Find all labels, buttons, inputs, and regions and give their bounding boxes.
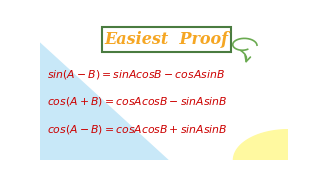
- FancyBboxPatch shape: [102, 27, 231, 52]
- Text: Easiest  Proof: Easiest Proof: [105, 31, 228, 48]
- Text: $sin(A - B) = sinAcosB - cosAsinB$: $sin(A - B) = sinAcosB - cosAsinB$: [47, 68, 225, 81]
- Text: $cos(A + B) = cosAcosB - sinAsinB$: $cos(A + B) = cosAcosB - sinAsinB$: [47, 95, 228, 109]
- Text: $cos(A - B) = cosAcosB + sinAsinB$: $cos(A - B) = cosAcosB + sinAsinB$: [47, 123, 228, 136]
- Polygon shape: [234, 130, 288, 160]
- Polygon shape: [40, 42, 169, 160]
